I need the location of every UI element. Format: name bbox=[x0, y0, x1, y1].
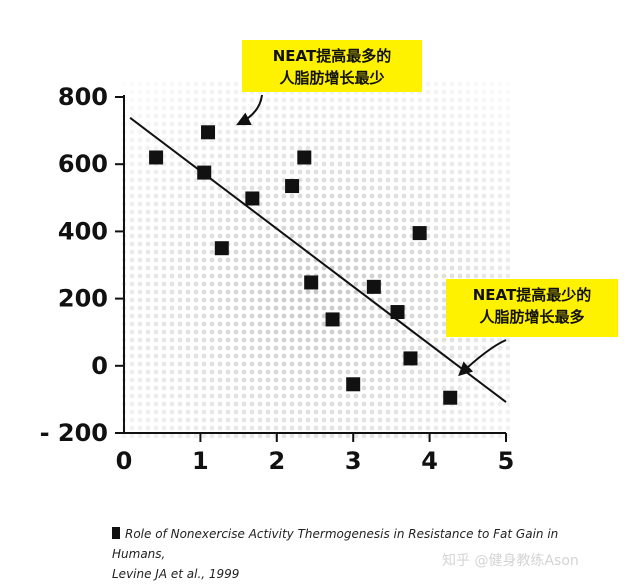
y-tick-label: 600 bbox=[58, 150, 108, 178]
data-point bbox=[214, 241, 229, 256]
data-point bbox=[304, 275, 319, 290]
data-point bbox=[325, 312, 340, 327]
citation: Role of Nonexercise Activity Thermogenes… bbox=[112, 524, 582, 584]
citation-line-1: Role of Nonexercise Activity Thermogenes… bbox=[112, 527, 559, 561]
data-point bbox=[245, 191, 260, 206]
x-axis-ticks: 0 1 2 3 4 5 bbox=[116, 433, 515, 475]
x-tick-label: 0 bbox=[116, 447, 133, 475]
annotation-arrow bbox=[458, 339, 507, 377]
data-point bbox=[390, 305, 405, 320]
trendline bbox=[129, 117, 507, 403]
annotation-arrow bbox=[236, 94, 263, 126]
trendline-group bbox=[129, 117, 507, 403]
annotation-text-line: NEAT提高最少的 bbox=[473, 286, 591, 304]
watermark: 知乎 @健身教练Ason bbox=[442, 553, 579, 569]
y-tick-label: 400 bbox=[58, 217, 108, 245]
x-tick-label: 5 bbox=[498, 447, 515, 475]
citation-marker bbox=[112, 527, 120, 539]
data-point bbox=[443, 390, 458, 405]
data-point bbox=[346, 377, 361, 392]
annotation-text-line: 人脂肪增长最少 bbox=[279, 69, 384, 87]
data-point bbox=[366, 279, 381, 294]
citation-line-2: Levine JA et al., 1999 bbox=[112, 567, 240, 581]
halftone-background bbox=[120, 80, 510, 440]
data-points bbox=[149, 125, 458, 405]
annotation-box bbox=[242, 40, 422, 92]
data-point bbox=[285, 179, 300, 194]
annotation-text-line: NEAT提高最多的 bbox=[273, 47, 391, 65]
data-point bbox=[403, 351, 418, 366]
data-point bbox=[297, 150, 312, 165]
y-tick-label: - 200 bbox=[40, 419, 108, 447]
x-tick-label: 1 bbox=[192, 447, 209, 475]
x-tick-label: 4 bbox=[421, 447, 438, 475]
data-point bbox=[149, 150, 164, 165]
y-tick-label: 200 bbox=[58, 285, 108, 313]
data-point bbox=[197, 165, 212, 180]
x-tick-label: 3 bbox=[345, 447, 362, 475]
y-tick-label: 800 bbox=[58, 83, 108, 111]
data-point bbox=[412, 226, 427, 241]
axes bbox=[123, 95, 506, 434]
y-tick-label: 0 bbox=[91, 352, 108, 380]
y-axis-ticks: - 200 0 200 400 600 800 bbox=[40, 83, 124, 447]
annotation-text-line: 人脂肪增长最多 bbox=[479, 308, 584, 326]
x-tick-label: 2 bbox=[268, 447, 285, 475]
data-point bbox=[201, 125, 216, 140]
annotation-box bbox=[446, 279, 618, 337]
